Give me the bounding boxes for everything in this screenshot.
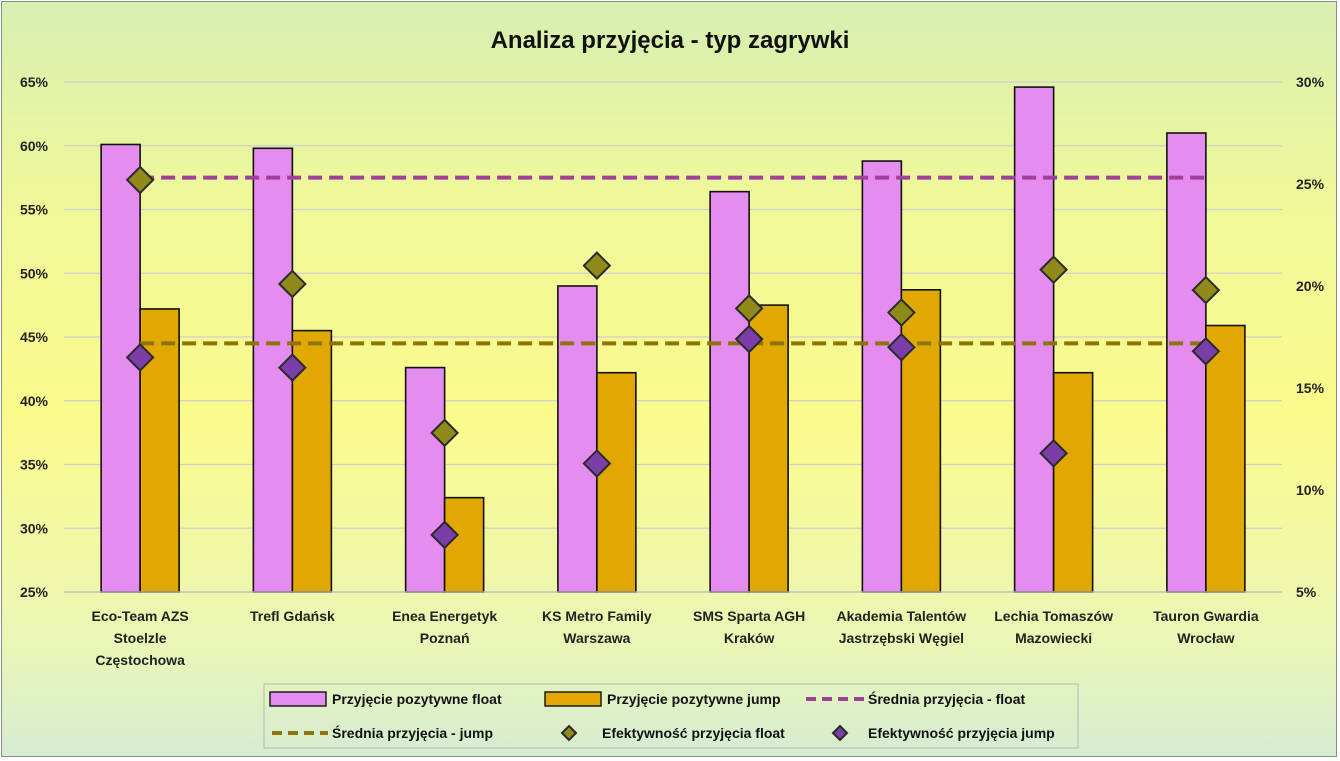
y-left-tick-label: 25% xyxy=(20,584,49,600)
y-right-tick-label: 10% xyxy=(1296,482,1325,498)
bar-jump xyxy=(596,371,637,593)
bar-float xyxy=(1166,132,1207,593)
marker-eff-jump xyxy=(277,353,307,383)
y-right-tick-label: 5% xyxy=(1296,584,1317,600)
marker-eff-float xyxy=(1039,255,1069,285)
legend-label: Średnia przyjęcia - jump xyxy=(332,724,493,741)
y-right-tick-label: 20% xyxy=(1296,278,1325,294)
x-tick-label: Akademia Talentów xyxy=(837,608,967,624)
legend-label: Przyjęcie pozytywne float xyxy=(332,691,502,707)
marker-eff-float xyxy=(734,294,764,323)
y-left-tick-label: 30% xyxy=(20,520,49,536)
x-tick-label: Lechia Tomaszów xyxy=(994,608,1113,624)
x-tick-label: Eco-Team AZS xyxy=(92,608,189,624)
y-left-tick-label: 45% xyxy=(20,329,49,345)
bar-float xyxy=(557,285,598,593)
x-tick-label: Enea Energetyk xyxy=(392,608,497,624)
bar-float xyxy=(1013,86,1055,593)
y-left-tick-label: 60% xyxy=(20,138,49,154)
marker-eff-jump xyxy=(582,449,612,478)
bar-float xyxy=(404,366,446,593)
bar-float xyxy=(709,190,750,593)
marker-eff-jump xyxy=(125,342,155,372)
marker-eff-float xyxy=(886,298,916,327)
chart-title: Analiza przyjęcia - typ zagrywki xyxy=(491,27,850,54)
x-tick-label: Kraków xyxy=(724,630,775,646)
x-tick-label: Warszawa xyxy=(563,630,630,646)
x-tick-label: Jastrzębski Węgiel xyxy=(839,630,964,646)
legend-swatch-float xyxy=(269,691,327,707)
marker-eff-jump xyxy=(734,324,764,354)
y-left-tick-label: 65% xyxy=(20,74,49,90)
legend-label: Przyjęcie pozytywne jump xyxy=(607,691,781,707)
bar-jump xyxy=(1052,371,1094,593)
y-left-tick-label: 35% xyxy=(20,457,49,473)
y-right-tick-label: 15% xyxy=(1296,380,1325,396)
x-tick-label: KS Metro Family xyxy=(542,608,652,624)
x-tick-label: Częstochowa xyxy=(95,652,185,668)
x-tick-label: SMS Sparta AGH xyxy=(693,608,805,624)
x-tick-label: Poznań xyxy=(420,630,470,646)
legend-swatch-eff-jump xyxy=(831,724,849,742)
marker-eff-float xyxy=(125,165,155,195)
x-tick-label: Mazowiecki xyxy=(1015,630,1092,646)
bar-jump xyxy=(443,496,485,593)
legend-label: Efektywność przyjęcia float xyxy=(602,725,785,741)
bar-jump xyxy=(748,304,789,593)
legend-label: Efektywność przyjęcia jump xyxy=(868,725,1055,741)
x-tick-label: Trefl Gdańsk xyxy=(250,608,335,624)
marker-eff-float xyxy=(582,251,612,281)
y-right-tick-label: 30% xyxy=(1296,74,1325,90)
bar-jump xyxy=(1205,324,1246,593)
legend-swatch-eff-float xyxy=(560,724,578,742)
marker-eff-float xyxy=(430,418,460,448)
y-left-tick-label: 55% xyxy=(20,202,49,218)
bar-jump xyxy=(900,289,942,593)
marker-eff-float xyxy=(1191,275,1221,305)
y-left-tick-label: 50% xyxy=(20,265,49,281)
bar-float xyxy=(861,160,903,593)
marker-eff-jump xyxy=(1039,438,1069,468)
y-left-tick-label: 40% xyxy=(20,393,49,409)
marker-eff-jump xyxy=(430,520,460,550)
legend-label: Średnia przyjęcia - float xyxy=(868,690,1025,707)
legend-box xyxy=(263,683,1079,749)
marker-eff-float xyxy=(277,269,307,299)
bar-float xyxy=(100,143,141,593)
legend-swatch-jump xyxy=(544,691,602,707)
marker-eff-jump xyxy=(886,332,916,362)
y-right-tick-label: 25% xyxy=(1296,176,1325,192)
x-tick-label: Stoelzle xyxy=(114,630,167,646)
marker-eff-jump xyxy=(1191,336,1221,366)
x-tick-label: Tauron Gwardia xyxy=(1153,608,1259,624)
x-tick-label: Wrocław xyxy=(1177,630,1234,646)
